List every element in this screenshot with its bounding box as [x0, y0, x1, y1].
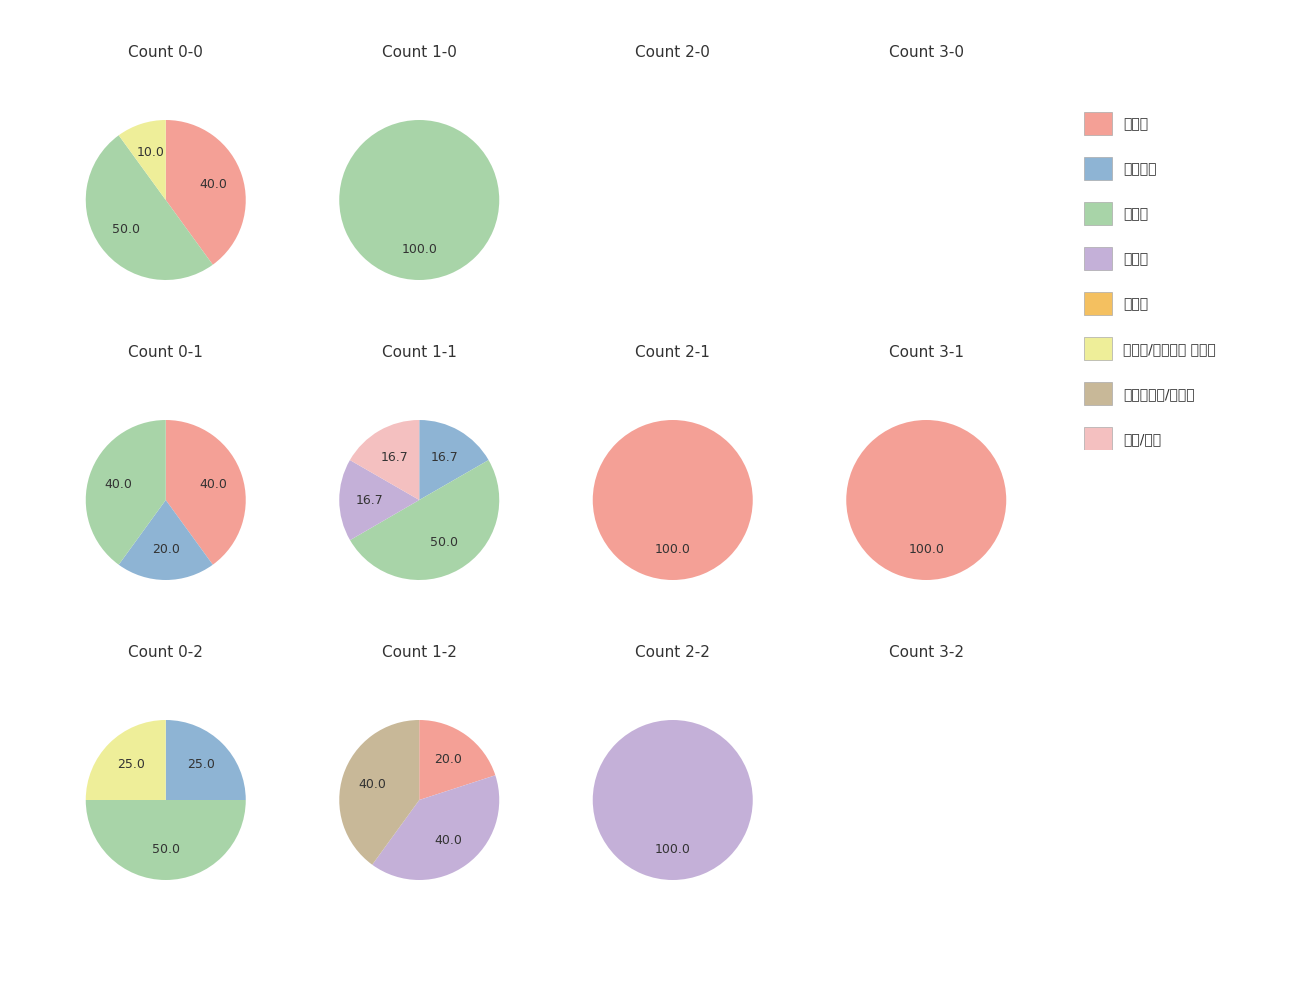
Text: 20.0: 20.0 [434, 753, 463, 766]
Wedge shape [339, 120, 499, 280]
Text: Count 2-0: Count 2-0 [636, 45, 710, 60]
Wedge shape [86, 420, 166, 565]
FancyBboxPatch shape [1084, 112, 1113, 135]
FancyBboxPatch shape [1084, 337, 1113, 360]
Text: 50.0: 50.0 [430, 536, 458, 549]
Text: Count 2-1: Count 2-1 [636, 345, 710, 360]
Wedge shape [165, 720, 246, 800]
Text: 16.7: 16.7 [356, 494, 384, 507]
Text: 空振り: 空振り [1123, 252, 1149, 266]
Text: Count 1-1: Count 1-1 [382, 345, 456, 360]
Text: Count 0-0: Count 0-0 [129, 45, 203, 60]
Text: ファウル: ファウル [1123, 162, 1157, 176]
Wedge shape [419, 420, 489, 500]
Text: 50.0: 50.0 [112, 223, 139, 236]
Wedge shape [118, 500, 213, 580]
FancyBboxPatch shape [1084, 427, 1113, 450]
Text: 40.0: 40.0 [358, 778, 386, 791]
Wedge shape [350, 420, 420, 500]
Text: 犍飛/犍打: 犍飛/犍打 [1123, 432, 1162, 446]
Wedge shape [339, 720, 420, 865]
Wedge shape [86, 800, 246, 880]
FancyBboxPatch shape [1084, 247, 1113, 270]
Text: 100.0: 100.0 [402, 243, 437, 256]
FancyBboxPatch shape [1060, 79, 1294, 461]
Text: 100.0: 100.0 [655, 543, 690, 556]
Text: 40.0: 40.0 [199, 478, 228, 491]
Text: 100.0: 100.0 [655, 843, 690, 856]
Text: ゴロアウト/エラー: ゴロアウト/エラー [1123, 387, 1195, 401]
Text: 10.0: 10.0 [136, 146, 164, 159]
Text: Count 3-2: Count 3-2 [889, 645, 963, 660]
Wedge shape [846, 420, 1006, 580]
Wedge shape [165, 120, 246, 265]
Text: ヒット: ヒット [1123, 297, 1149, 311]
FancyBboxPatch shape [1084, 157, 1113, 180]
Wedge shape [118, 120, 166, 200]
Wedge shape [593, 420, 753, 580]
Text: Count 2-2: Count 2-2 [636, 645, 710, 660]
Text: 100.0: 100.0 [909, 543, 944, 556]
Text: 25.0: 25.0 [187, 758, 214, 771]
Text: Count 3-0: Count 3-0 [889, 45, 963, 60]
Wedge shape [86, 135, 213, 280]
FancyBboxPatch shape [1084, 202, 1113, 225]
Text: 40.0: 40.0 [199, 178, 228, 191]
Text: 見逃し: 見逃し [1123, 207, 1149, 221]
Wedge shape [165, 420, 246, 565]
FancyBboxPatch shape [1084, 382, 1113, 405]
Text: 40.0: 40.0 [434, 834, 463, 847]
Text: 16.7: 16.7 [430, 451, 458, 464]
Text: Count 0-1: Count 0-1 [129, 345, 203, 360]
Text: 25.0: 25.0 [117, 758, 144, 771]
Text: Count 3-1: Count 3-1 [889, 345, 963, 360]
Wedge shape [372, 775, 499, 880]
Text: 16.7: 16.7 [381, 451, 408, 464]
Text: Count 1-0: Count 1-0 [382, 45, 456, 60]
Text: 50.0: 50.0 [152, 843, 179, 856]
Text: Count 1-2: Count 1-2 [382, 645, 456, 660]
Text: 20.0: 20.0 [152, 543, 179, 556]
Text: 40.0: 40.0 [104, 478, 133, 491]
Wedge shape [350, 460, 499, 580]
Text: フライ/ライナー アウト: フライ/ライナー アウト [1123, 342, 1217, 356]
Wedge shape [593, 720, 753, 880]
Text: Count 0-2: Count 0-2 [129, 645, 203, 660]
Wedge shape [339, 460, 419, 540]
Text: ボール: ボール [1123, 117, 1149, 131]
FancyBboxPatch shape [1084, 292, 1113, 315]
Wedge shape [86, 720, 166, 800]
Wedge shape [419, 720, 495, 800]
